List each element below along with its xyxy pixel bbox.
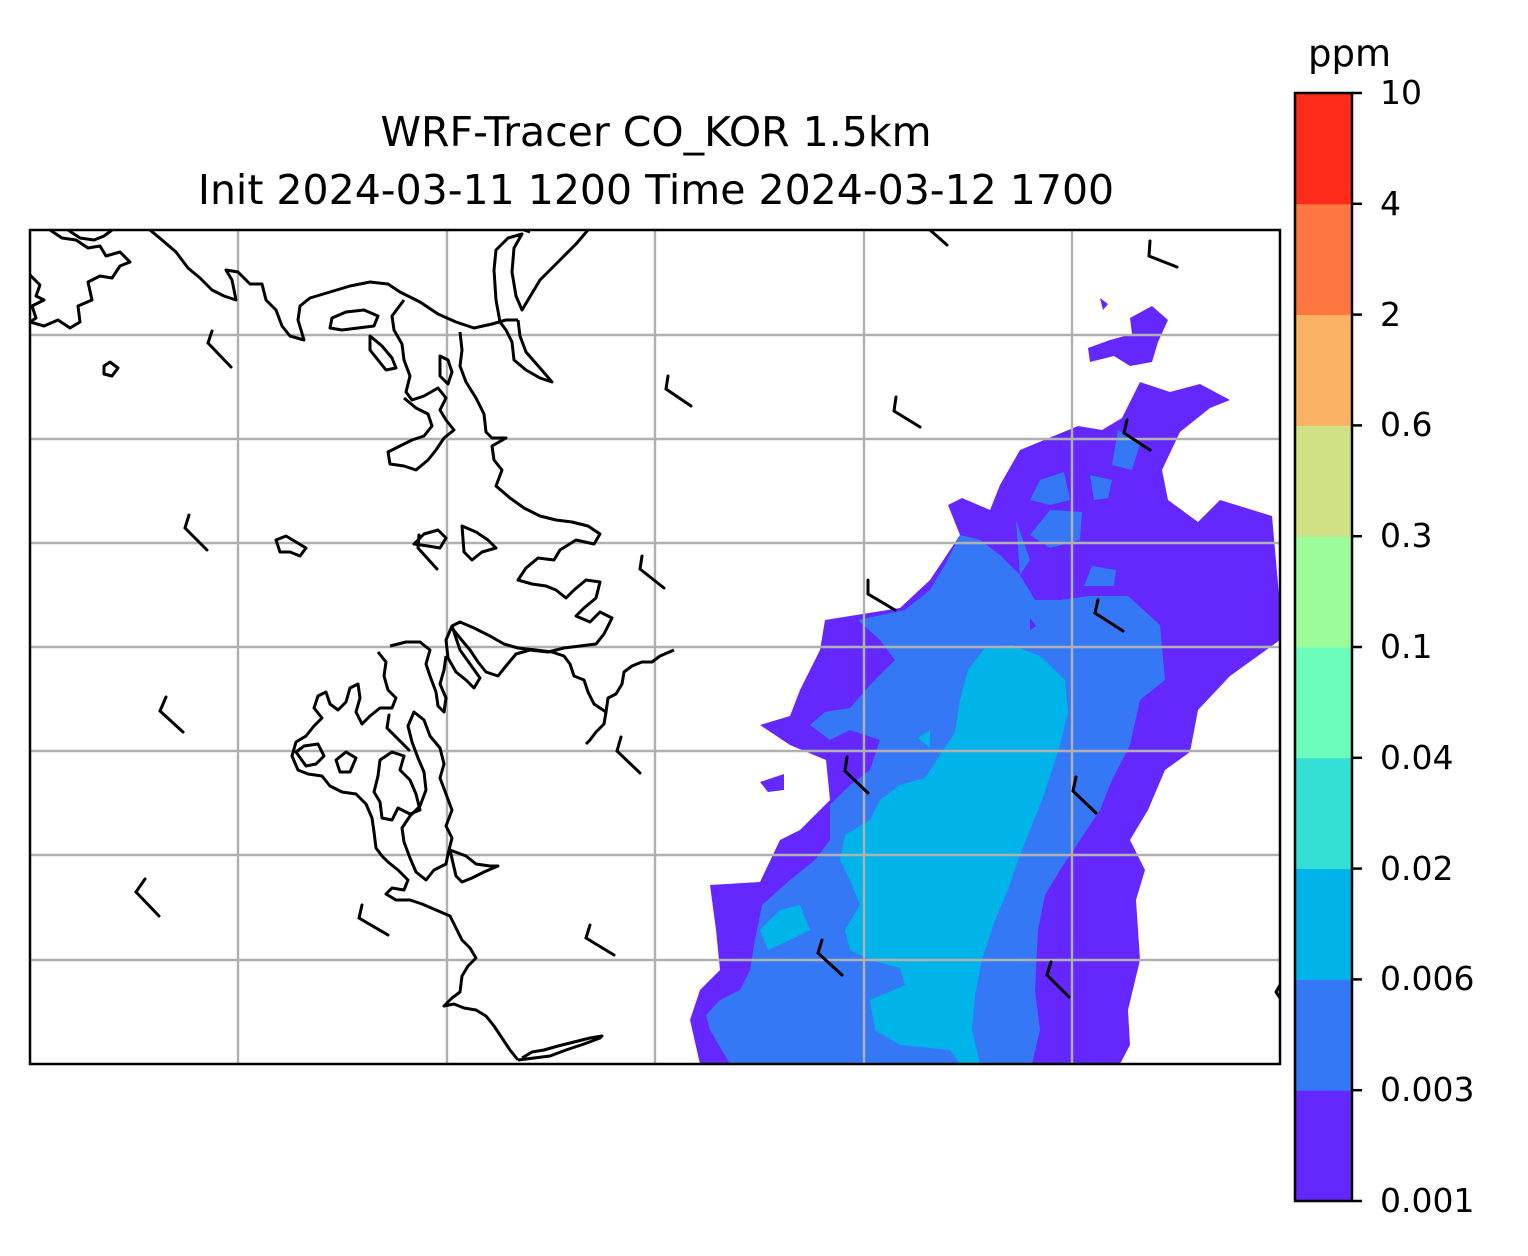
colorbar-segment: [1295, 314, 1352, 426]
wind-barb: [134, 877, 161, 918]
wind-barb: [1122, 418, 1152, 452]
colorbar-segment: [1295, 757, 1352, 870]
wind-barb: [866, 578, 897, 612]
chart-title: WRF-Tracer CO_KOR 1.5km: [380, 108, 932, 156]
colorbar-tick-label: 4: [1380, 183, 1401, 223]
colorbar-tick-label: 10: [1380, 73, 1422, 112]
wind-barb: [357, 903, 390, 937]
colorbar-tick-label: 0.003: [1380, 1070, 1475, 1110]
chart-subtitle: Init 2024-03-11 1200 Time 2024-03-12 170…: [197, 166, 1115, 214]
colorbar-segments: [1295, 93, 1352, 1202]
colorbar-unit-label: ppm: [1308, 32, 1392, 75]
colorbar-tick-label: 0.001: [1380, 1181, 1475, 1220]
map-panel: [30, 230, 1280, 1064]
wind-barb: [1045, 960, 1071, 999]
wind-barb: [1147, 239, 1179, 269]
colorbar-tick-label: 0.6: [1380, 405, 1433, 445]
wind-barb: [664, 374, 693, 408]
wind-barb: [928, 230, 949, 247]
wind-barb: [584, 923, 616, 957]
colorbar-segment: [1295, 647, 1352, 759]
contour-0.003-ppm: [706, 430, 1165, 1064]
colorbar-ticks: [1352, 91, 1362, 1203]
wind-barb: [416, 533, 439, 571]
map-frame: [28, 228, 1282, 1066]
colorbar-tick-label: 0.3: [1380, 516, 1433, 556]
colorbar-segment: [1295, 979, 1352, 1091]
coastlines: [30, 230, 1280, 1062]
colorbar-tick-label: 0.006: [1380, 959, 1475, 999]
wind-barb: [385, 713, 411, 752]
wind-barb: [615, 735, 642, 775]
wind-barb: [206, 329, 233, 369]
wind-barb: [843, 755, 870, 795]
colorbar-tick-label: 0.04: [1380, 737, 1454, 777]
wind-barb: [158, 695, 185, 734]
colorbar-tick-label: 0.02: [1380, 848, 1454, 888]
colorbar: [1293, 91, 1362, 1203]
wind-barb: [1093, 598, 1125, 633]
wind-barb: [183, 513, 209, 552]
colorbar-segment: [1295, 868, 1352, 980]
wind-barb: [816, 938, 844, 977]
colorbar-segment: [1295, 536, 1352, 648]
gridlines: [30, 230, 1280, 1064]
wind-barbs: [134, 230, 1179, 999]
colorbar-segment: [1295, 1090, 1352, 1202]
colorbar-segment: [1295, 425, 1352, 537]
colorbar-tick-label: 0.1: [1380, 627, 1433, 666]
colorbar-segment: [1295, 203, 1352, 316]
wind-barb: [892, 395, 922, 429]
colorbar-tick-label: 2: [1380, 294, 1401, 334]
wind-barb: [1071, 775, 1098, 815]
wind-barb: [638, 554, 666, 590]
colorbar-segment: [1295, 93, 1352, 205]
